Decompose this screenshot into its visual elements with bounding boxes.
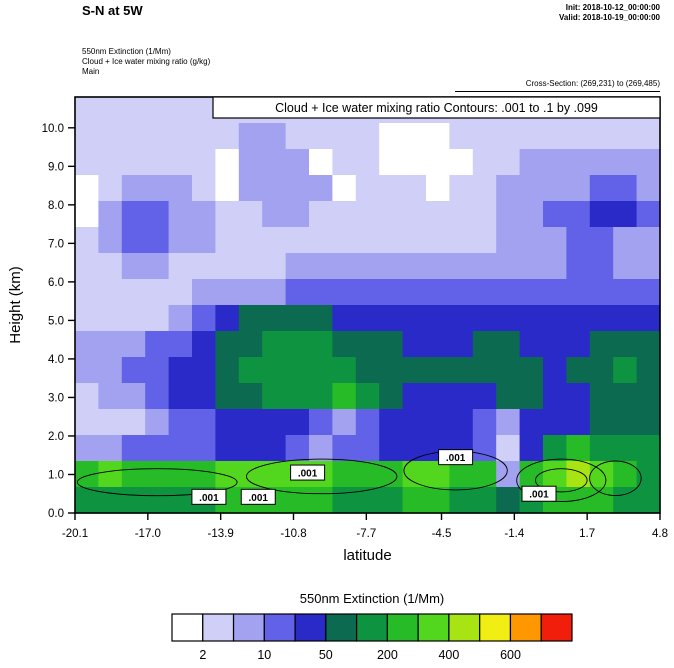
valid-label: Valid: 2018-10-19_00:00:00 <box>559 13 660 22</box>
svg-text:600: 600 <box>500 648 521 662</box>
field-description-block: 550nm Extinction (1/Mm) Cloud + Ice wate… <box>82 47 210 77</box>
svg-text:-20.1: -20.1 <box>62 528 88 540</box>
svg-text:-17.0: -17.0 <box>135 528 161 540</box>
field-line-mixing-ratio: Cloud + Ice water mixing ratio (g/kg) <box>82 57 211 66</box>
svg-text:.001: .001 <box>298 469 318 480</box>
svg-text:.001: .001 <box>529 490 549 501</box>
y-axis: 0.0 1.0 2.0 3.0 4.0 5.0 6.0 7.0 8.0 9.0 10.0 <box>42 123 75 520</box>
svg-text:.001: .001 <box>249 493 269 504</box>
svg-text:1.7: 1.7 <box>579 528 595 540</box>
contour-label-box <box>240 488 276 505</box>
svg-text:4.0: 4.0 <box>48 354 64 366</box>
colorbar-labels: 2 10 50 200 400 600 <box>199 648 521 662</box>
svg-text:50: 50 <box>319 648 333 662</box>
svg-text:400: 400 <box>438 648 459 662</box>
svg-text:5.0: 5.0 <box>48 315 64 327</box>
cross-section-label: Cross-Section: (269,231) to (269,485) <box>525 79 660 88</box>
svg-text:200: 200 <box>377 648 398 662</box>
field-line-extinction: 550nm Extinction (1/Mm) <box>82 47 171 56</box>
svg-text:-10.8: -10.8 <box>280 528 306 540</box>
heatmap-cells <box>75 97 661 514</box>
contour-labels: .001 .001 .001 .001 .001 <box>191 449 557 505</box>
svg-text:8.0: 8.0 <box>48 200 64 212</box>
svg-text:.001: .001 <box>199 493 219 504</box>
svg-text:.001: .001 <box>446 453 466 464</box>
colorbar-cells <box>171 613 573 642</box>
cloud-contour-lines <box>76 450 642 502</box>
field-line-domain: Main <box>82 67 100 76</box>
y-axis-title: Height (km) <box>7 266 24 344</box>
contour-info-box <box>212 96 661 119</box>
svg-text:-1.4: -1.4 <box>504 528 524 540</box>
svg-text:2: 2 <box>199 648 206 662</box>
colorbar: 2 10 50 200 400 600 <box>171 613 573 662</box>
x-axis-title: latitude <box>343 547 391 564</box>
svg-text:7.0: 7.0 <box>48 238 64 250</box>
x-axis: -20.1 -17.0 -13.9 -10.8 -7.7 -4.5 -1.4 1.7 4.8 <box>62 513 668 540</box>
contour-label-box <box>521 485 557 502</box>
plot-title: S-N at 5W <box>82 3 143 18</box>
colorbar-title: 550nm Extinction (1/Mm) <box>299 591 445 606</box>
svg-text:-7.7: -7.7 <box>356 528 376 540</box>
cross-section-plot: -20.1 -17.0 -13.9 -10.8 -7.7 -4.5 -1.4 1.7 4.8 0.… <box>7 96 668 564</box>
svg-text:-13.9: -13.9 <box>208 528 234 540</box>
svg-text:10: 10 <box>257 648 271 662</box>
svg-text:0.0: 0.0 <box>48 508 64 520</box>
svg-text:1.0: 1.0 <box>48 469 64 481</box>
svg-text:9.0: 9.0 <box>48 161 64 173</box>
init-valid-block: Init: 2018-10-12_00:00:00 Valid: 2018-10… <box>559 3 660 23</box>
svg-text:-4.5: -4.5 <box>432 528 452 540</box>
contour-label-box <box>438 449 474 466</box>
init-label: Init: 2018-10-12_00:00:00 <box>565 3 660 12</box>
svg-text:10.0: 10.0 <box>42 123 64 135</box>
svg-text:3.0: 3.0 <box>48 392 64 404</box>
contour-label-box <box>290 464 326 481</box>
svg-text:6.0: 6.0 <box>48 277 64 289</box>
svg-text:4.8: 4.8 <box>652 528 668 540</box>
svg-text:2.0: 2.0 <box>48 431 64 443</box>
contour-info-text: Cloud + Ice water mixing ratio Contours:… <box>275 101 598 115</box>
contour-label-box <box>191 488 227 505</box>
header-divider <box>455 91 660 92</box>
